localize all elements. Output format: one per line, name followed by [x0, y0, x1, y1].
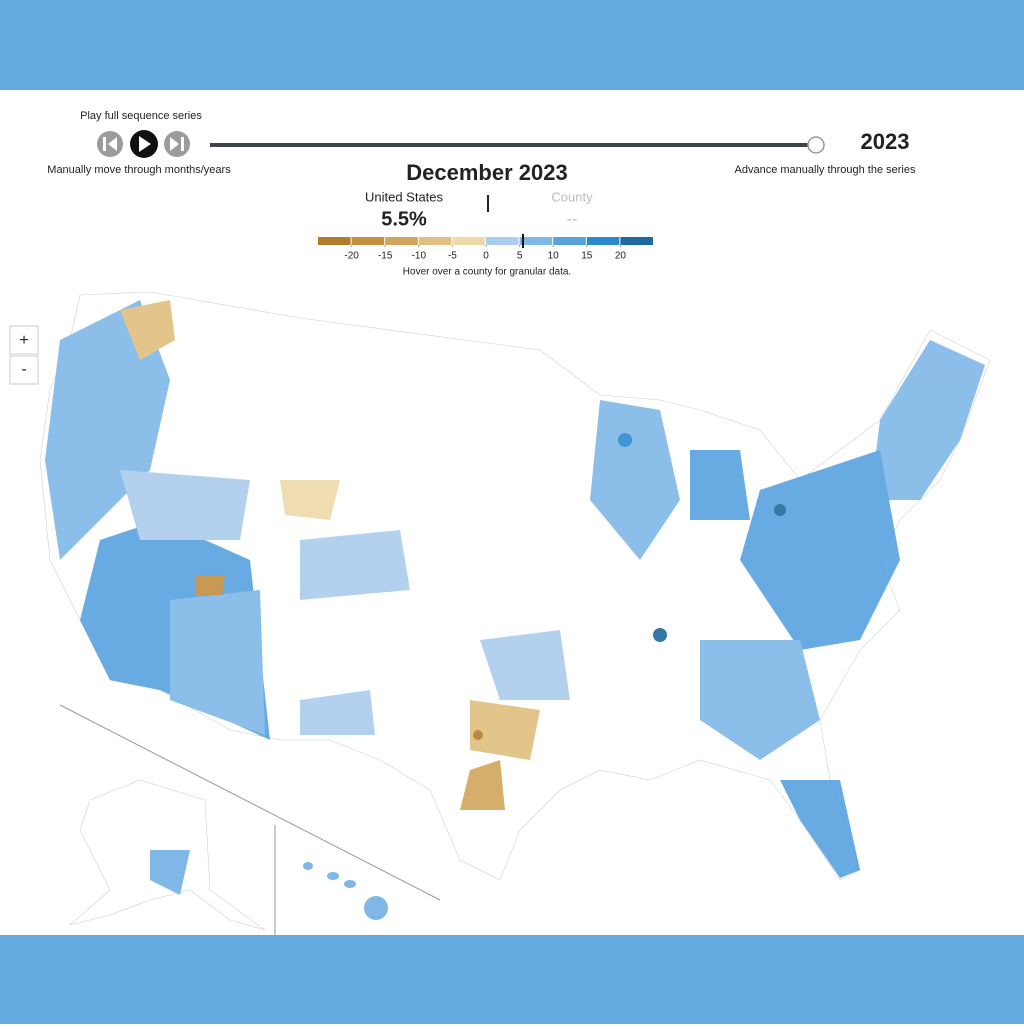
alaska-shading — [150, 850, 190, 895]
next-button[interactable] — [164, 131, 190, 157]
legend-swatch — [486, 237, 519, 245]
slider-knob[interactable] — [807, 136, 825, 154]
hawaii[interactable] — [303, 862, 388, 920]
legend-note: Hover over a county for granular data. — [403, 267, 571, 278]
zoom-out-label: - — [21, 361, 26, 378]
national-value: 5.5% — [381, 208, 427, 230]
county-shading — [45, 300, 985, 878]
inset-divider — [59, 704, 441, 901]
legend-tick-label: -10 — [412, 251, 427, 262]
advance-label: Advance manually through the series — [735, 164, 916, 176]
manual-label: Manually move through months/years — [47, 164, 231, 176]
national-label: United States — [365, 189, 444, 204]
legend-tick-label: 20 — [615, 251, 627, 262]
legend-tick-label: 10 — [548, 251, 560, 262]
legend-swatch — [553, 237, 586, 245]
play-button[interactable] — [130, 130, 158, 158]
legend-swatch — [351, 237, 385, 245]
legend-swatch — [586, 237, 620, 245]
legend-tick-label: -15 — [378, 251, 393, 262]
legend-tick-label: 0 — [483, 251, 489, 262]
legend-swatch — [620, 237, 653, 245]
us-map[interactable] — [39, 291, 991, 935]
legend-swatch — [519, 237, 553, 245]
legend-tick-label: 15 — [581, 251, 593, 262]
legend-swatch — [385, 237, 418, 245]
zoom-in-label: + — [19, 332, 28, 349]
top-band — [0, 0, 1024, 90]
county-label: County — [551, 189, 593, 204]
legend-marker — [521, 234, 524, 248]
legend-swatch — [418, 237, 452, 245]
zoom-in[interactable]: + — [9, 325, 39, 355]
legend: -20 -15 -10 -5 0 5 10 15 20 — [318, 234, 653, 262]
legend-swatch — [452, 237, 485, 245]
county-value: -- — [567, 211, 578, 228]
legend-tick-label: 5 — [517, 251, 523, 262]
legend-swatch — [318, 237, 351, 245]
zoom-out[interactable]: - — [9, 355, 39, 385]
period-title: December 2023 — [406, 160, 567, 185]
year-label: 2023 — [861, 129, 910, 154]
play-label: Play full sequence series — [80, 110, 202, 122]
bottom-band — [0, 935, 1024, 1024]
legend-tick-label: -5 — [448, 251, 457, 262]
legend-tick-label: -20 — [344, 251, 359, 262]
prev-button[interactable] — [97, 131, 123, 157]
